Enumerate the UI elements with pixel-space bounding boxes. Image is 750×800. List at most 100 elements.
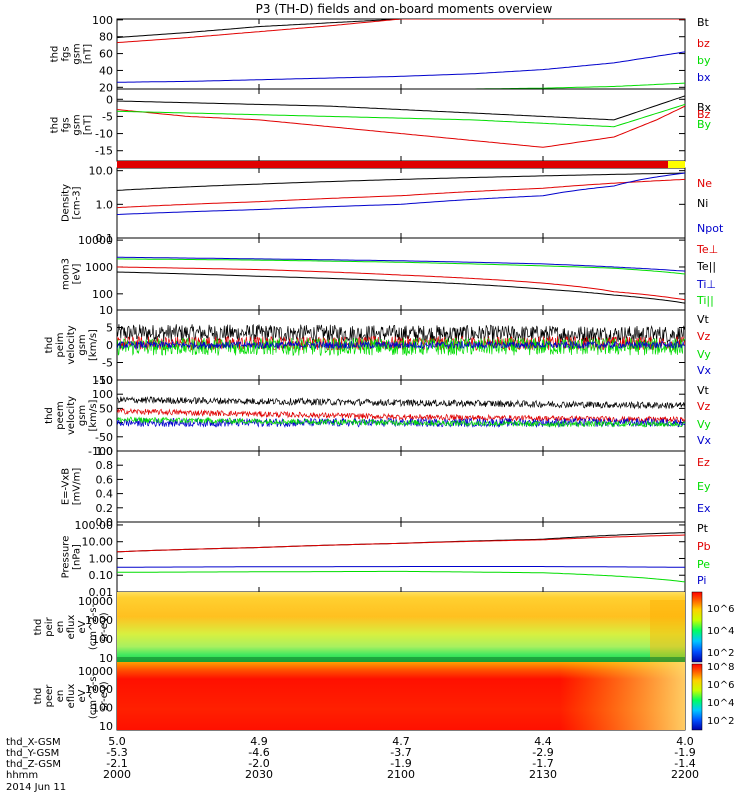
y-tick-label: 10 xyxy=(99,304,113,317)
series-Vy-line xyxy=(117,337,685,357)
legend-bx: bx xyxy=(697,71,711,84)
y-axis-label: mom3[eV] xyxy=(61,258,83,290)
legend-Bt: Bt xyxy=(697,16,710,29)
x-axis-tick-label: -2.9 xyxy=(532,746,553,759)
legend-Ez: Ez xyxy=(697,456,710,469)
y-tick-label: 10 xyxy=(99,652,113,665)
y-tick-label: 100 xyxy=(92,388,113,401)
series-By-line xyxy=(117,103,685,128)
colorbar-peer: 10^8 10^6 10^4 10^2 xyxy=(691,662,734,731)
colorbar-peer-label: 10^8 xyxy=(707,662,734,673)
legend-Pt: Pt xyxy=(697,522,709,535)
series-group xyxy=(117,256,685,304)
x-axis-tick-label: 2100 xyxy=(387,768,415,781)
y-tick-label: 10000 xyxy=(78,665,113,678)
status-bar-red xyxy=(117,161,668,168)
legend-bz: bz xyxy=(697,37,710,50)
colorbar-peir-label: 10^6 xyxy=(707,604,734,615)
series-Vz-line xyxy=(117,335,685,352)
legend-Bz: Bz xyxy=(697,108,711,121)
panel-frame xyxy=(116,521,686,593)
series-Vz-line xyxy=(117,407,685,424)
panels-layer: 20406080100thdfgsgsm[nT]Btbzbybx-15-10-5… xyxy=(33,14,724,733)
series-Te⊥-line xyxy=(117,266,685,301)
legend-Vx: Vx xyxy=(697,434,712,447)
series-group xyxy=(117,323,685,357)
series-group xyxy=(117,172,685,215)
legend-Npot: Npot xyxy=(697,222,724,235)
y-tick-label: 0.2 xyxy=(96,502,114,515)
y-axis-label: thdfgsgsm[nT] xyxy=(50,114,94,135)
x-axis-tick-label: 4.0 xyxy=(676,735,694,748)
y-tick-label: 0.6 xyxy=(96,473,114,486)
y-tick-label: 10.00 xyxy=(82,536,114,549)
y-tick-label: 0.8 xyxy=(96,459,114,472)
peir-right-edge xyxy=(650,600,685,662)
panel-frame xyxy=(116,88,686,162)
y-axis-label: thdfgsgsm[nT] xyxy=(50,43,94,64)
x-axis-tick-label: 2200 xyxy=(671,768,699,781)
y-tick-label: -15 xyxy=(95,145,113,158)
series-group xyxy=(117,95,685,148)
y-tick-label: 0.1 xyxy=(96,232,114,245)
y-axis-label: thdpeirenefluxeV(cm^2-s-sr-eV) xyxy=(33,603,110,650)
x-axis-row-label: thd_Z-GSM xyxy=(6,759,61,770)
panel-density: 0.1 1.0 10.0 Density[cm-3] Ne Ni Npot xyxy=(61,165,724,245)
colorbar-peir-label: 10^2 xyxy=(707,648,734,659)
y-tick-label: 10.0 xyxy=(89,165,114,178)
y-tick-label: 0 xyxy=(106,339,113,352)
y-tick-label: 80 xyxy=(99,31,113,44)
x-axis-row-label: 2014 Jun 11 xyxy=(6,782,66,793)
legend-Ti||: Ti|| xyxy=(696,294,714,307)
y-tick-label: 1.0 xyxy=(96,198,114,211)
status-bar xyxy=(117,161,685,168)
y-tick-label: 1000 xyxy=(85,683,113,696)
panel-fgs_mag: 20 40 60 80 100 thdfgsgsm[nT] Bt bz by bx xyxy=(50,14,711,94)
y-tick-label: 0.0 xyxy=(96,516,114,529)
y-tick-label: 0.01 xyxy=(89,586,114,599)
y-tick-label: 5 xyxy=(106,322,113,335)
series-Ti||-line xyxy=(117,258,685,275)
x-axis-tick-label: -1.9 xyxy=(674,746,695,759)
x-axis-tick-label: 4.4 xyxy=(534,735,552,748)
y-tick-label: -10 xyxy=(95,374,113,387)
panel-efield: 0.00.20.4 0.60.81.0 E=-VxB[mV/m] Ez Ey Ex xyxy=(61,445,711,529)
panel-pressure: 0.01 0.10 1.00 10.00 100.00 Pressure[nPa] Pt Pb… xyxy=(61,519,711,599)
x-axis-tick-label: -5.3 xyxy=(106,746,127,759)
chart-title: P3 (TH-D) fields and on-board moments ov… xyxy=(256,2,553,16)
y-tick-label: 0.10 xyxy=(89,569,114,582)
series-bz-line xyxy=(117,19,685,44)
legend-Vz: Vz xyxy=(697,400,711,413)
y-tick-label: 10 xyxy=(99,720,113,733)
x-axis-tick-label: 2030 xyxy=(245,768,273,781)
panel-frame xyxy=(116,18,686,90)
y-tick-label: 0 xyxy=(106,93,113,106)
x-axis-tick-label: -3.7 xyxy=(390,746,411,759)
y-tick-label: 60 xyxy=(99,48,113,61)
legend-Vz: Vz xyxy=(697,330,711,343)
series-Vt-line xyxy=(117,396,685,410)
legend-Vy: Vy xyxy=(697,418,711,431)
colorbar-peer-label: 10^4 xyxy=(707,698,734,709)
series-Pi-line xyxy=(117,566,685,568)
legend-Vx: Vx xyxy=(697,364,712,377)
x-axis-row-label: hhmm xyxy=(6,770,38,781)
series-group xyxy=(117,19,685,89)
y-tick-label: -5 xyxy=(102,357,113,370)
legend-Pb: Pb xyxy=(697,540,711,553)
y-tick-label: 1.0 xyxy=(96,445,114,458)
legend-Ex: Ex xyxy=(697,502,711,515)
y-tick-label: 1.00 xyxy=(89,552,114,565)
x-axis-tick-label: 2130 xyxy=(529,768,557,781)
legend-Pe: Pe xyxy=(697,558,710,571)
panel-frame xyxy=(116,450,686,523)
series-group xyxy=(117,532,685,583)
series-Te||-line xyxy=(117,271,685,304)
colorbar-peir: 10^6 10^4 10^2 xyxy=(691,591,734,663)
y-tick-label: 50 xyxy=(99,402,113,415)
legend-Te⊥: Te⊥ xyxy=(696,243,718,256)
